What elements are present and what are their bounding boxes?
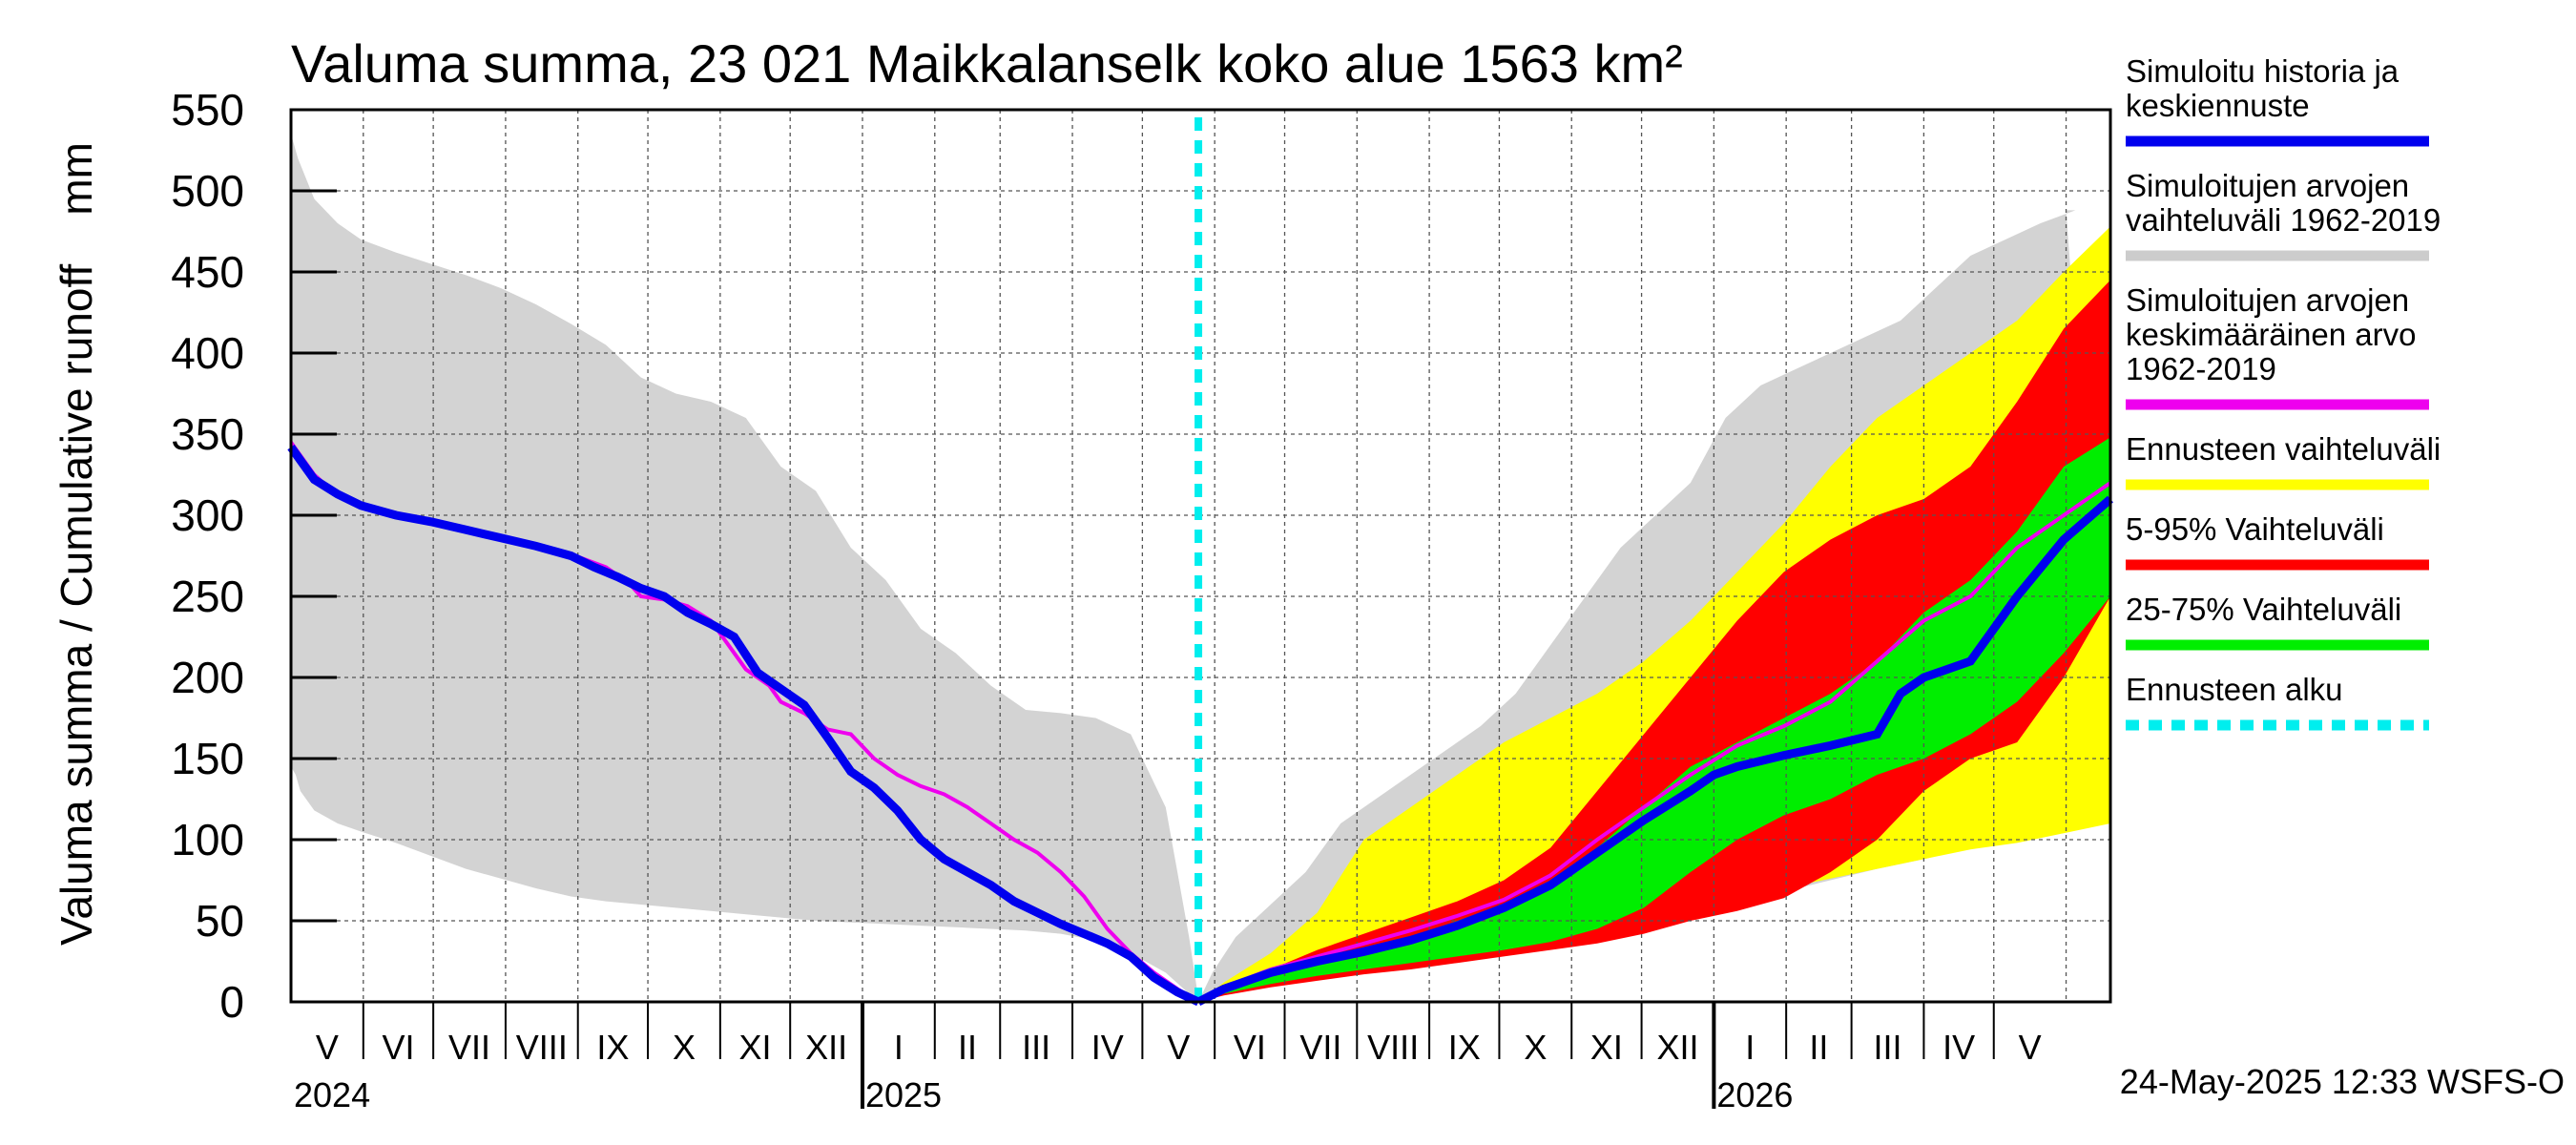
month-label: IX (1448, 1028, 1481, 1067)
month-label: XII (805, 1028, 847, 1067)
month-label: V (316, 1028, 339, 1067)
month-label: IX (596, 1028, 629, 1067)
legend-text: keskiennuste (2126, 88, 2310, 123)
plot-series (291, 134, 2110, 1002)
legend-text: Simuloitujen arvojen (2126, 168, 2409, 203)
legend-text: keskimääräinen arvo (2126, 317, 2416, 352)
month-label: I (894, 1028, 904, 1067)
y-tick-label: 400 (171, 328, 244, 378)
month-label: VIII (516, 1028, 568, 1067)
month-label: X (673, 1028, 696, 1067)
year-label: 2026 (1716, 1075, 1793, 1114)
y-tick-label: 550 (171, 85, 244, 135)
forecast-mean-line (1196, 495, 2113, 1007)
legend-text: vaihteluväli 1962-2019 (2126, 202, 2441, 238)
month-label: VII (448, 1028, 490, 1067)
month-label: XI (1590, 1028, 1623, 1067)
legend-text: Ennusteen alku (2126, 672, 2343, 707)
plot-lines (287, 441, 2113, 1007)
legend-text: Ennusteen vaihteluväli (2126, 431, 2441, 467)
climate-mean-line (1197, 481, 2112, 1004)
month-label: II (1809, 1028, 1828, 1067)
month-label: VIII (1367, 1028, 1419, 1067)
year-label: 2024 (294, 1075, 370, 1114)
p5-95-band (1198, 280, 2110, 1002)
y-tick-label: 300 (171, 490, 244, 540)
legend-text: 5-95% Vaihteluväli (2126, 511, 2384, 547)
y-tick-label: 450 (171, 247, 244, 297)
month-label: III (1022, 1028, 1050, 1067)
month-label: IV (1942, 1028, 1975, 1067)
month-label: IV (1091, 1028, 1124, 1067)
month-label: V (2019, 1028, 2042, 1067)
y-tick-label: 50 (196, 896, 244, 946)
month-label: VII (1299, 1028, 1341, 1067)
y-tick-label: 200 (171, 653, 244, 702)
month-label: X (1524, 1028, 1547, 1067)
legend-text: Simuloitujen arvojen (2126, 282, 2409, 318)
y-axis: 0 50 100 150 200 250 300 350 400 450 500 550 (171, 85, 337, 1027)
y-tick-label: 250 (171, 572, 244, 621)
y-tick-label: 0 (219, 977, 244, 1027)
simulated-history-line (287, 444, 1200, 1007)
p25-75-band (1198, 437, 2110, 1002)
legend-text: 25-75% Vaihteluväli (2126, 592, 2401, 627)
chart-title: Valuma summa, 23 021 Maikkalanselk koko … (291, 33, 1683, 94)
y-tick-label: 100 (171, 815, 244, 864)
legend-text: Simuloitu historia ja (2126, 53, 2399, 89)
y-tick-label: 150 (171, 734, 244, 783)
x-axis: V VI VII VIII IX X XI XII I II III IV V VI VII VIII IX X X… (291, 1000, 2110, 1114)
month-label: VI (1234, 1028, 1266, 1067)
legend-text: 1962-2019 (2126, 351, 2276, 386)
month-label: III (1874, 1028, 1902, 1067)
y-tick-label: 500 (171, 166, 244, 216)
y-axis-label: Valuma summa / Cumulative runoff mm (52, 142, 101, 946)
month-label: VI (382, 1028, 414, 1067)
month-label: II (958, 1028, 977, 1067)
month-label: XI (739, 1028, 772, 1067)
month-label: XII (1656, 1028, 1698, 1067)
y-tick-label: 350 (171, 409, 244, 459)
month-label: V (1167, 1028, 1190, 1067)
month-label: I (1745, 1028, 1755, 1067)
year-label: 2025 (865, 1075, 942, 1114)
timestamp: 24-May-2025 12:33 WSFS-O (2120, 1062, 2565, 1101)
history-range-band (291, 134, 1199, 1002)
